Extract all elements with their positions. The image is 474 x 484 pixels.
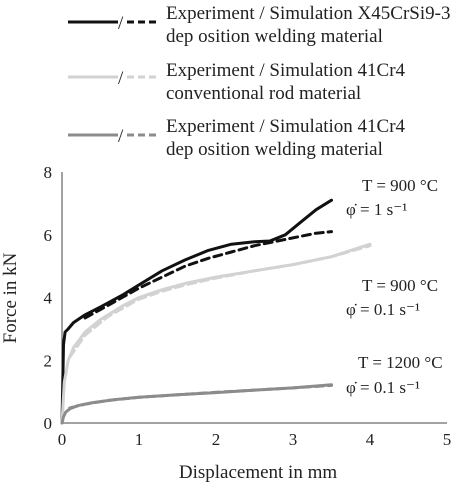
annotation-2-line1: T = 1200 °C xyxy=(358,353,443,372)
annotation-2-line2: φ̇ = 0.1 s⁻¹ xyxy=(346,378,420,397)
series-1-dashed xyxy=(68,244,372,359)
series-0-solid xyxy=(60,198,333,425)
x-tick-label-1: 1 xyxy=(135,430,144,449)
x-tick-label-5: 5 xyxy=(443,430,452,449)
series-1-solid xyxy=(60,242,372,425)
legend-entry-2-line2: dep osition welding material xyxy=(166,139,383,160)
annotation-1-line2: φ̇ = 0.1 s⁻¹ xyxy=(346,300,420,319)
x-tick-label-4: 4 xyxy=(366,430,375,449)
annotation-1-line1: T = 900 °C xyxy=(362,276,438,295)
annotations: T = 900 °C φ̇ = 1 s⁻¹ T = 900 °C φ̇ = 0.… xyxy=(346,176,443,397)
y-tick-label-0: 0 xyxy=(44,414,53,433)
legend-entry-1: / Experiment / Simulation 41Cr4 conventi… xyxy=(68,60,406,104)
legend: / Experiment / Simulation X45CrSi9-3 dep… xyxy=(68,3,450,160)
y-tick-labels: 0 2 4 6 8 xyxy=(44,163,53,433)
y-tick-label-1: 2 xyxy=(44,351,53,370)
legend-entry-0-line1: Experiment / Simulation X45CrSi9-3 xyxy=(166,3,450,24)
legend-entry-0-line2: dep osition welding material xyxy=(166,26,383,47)
series-layer xyxy=(60,198,372,425)
legend-entry-2-line1: Experiment / Simulation 41Cr4 xyxy=(166,116,406,137)
series-2-solid xyxy=(60,383,333,425)
y-axis-label: Force in kN xyxy=(0,252,21,343)
legend-entry-1-line1: Experiment / Simulation 41Cr4 xyxy=(166,60,406,81)
series-2-dashed xyxy=(68,383,333,410)
y-tick-label-2: 4 xyxy=(44,289,53,308)
x-tick-label-3: 3 xyxy=(289,430,298,449)
x-tick-label-2: 2 xyxy=(212,430,221,449)
legend-entry-0: / Experiment / Simulation X45CrSi9-3 dep… xyxy=(68,3,450,47)
legend-entry-1-separator: / xyxy=(118,68,124,89)
x-tick-labels: 0 1 2 3 4 5 xyxy=(58,430,452,449)
y-tick-label-3: 6 xyxy=(44,226,53,245)
series-0-dashed xyxy=(83,230,333,320)
legend-entry-0-separator: / xyxy=(118,13,124,34)
annotation-0-line1: T = 900 °C xyxy=(362,176,438,195)
y-tick-label-4: 8 xyxy=(44,163,53,182)
legend-entry-1-line2: conventional rod material xyxy=(166,83,361,104)
x-axis-label: Displacement in mm xyxy=(179,462,338,483)
x-tick-label-0: 0 xyxy=(58,430,67,449)
annotation-0-line2: φ̇ = 1 s⁻¹ xyxy=(346,200,407,219)
legend-entry-2: / Experiment / Simulation 41Cr4 dep osit… xyxy=(68,116,406,160)
legend-entry-2-separator: / xyxy=(118,126,124,147)
